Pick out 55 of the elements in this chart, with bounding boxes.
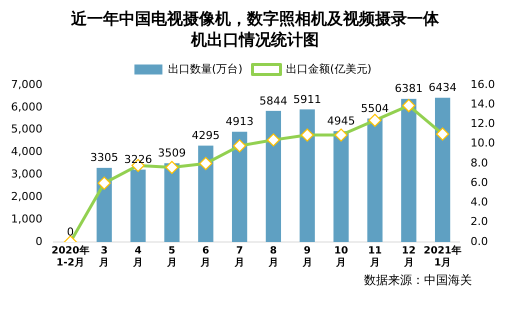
data-label: 4945 — [327, 114, 356, 128]
bar — [198, 146, 214, 242]
bar — [367, 118, 383, 242]
x-tick-label: 10月 — [334, 246, 348, 269]
data-label: 4913 — [226, 115, 254, 128]
x-tick-label: 9月 — [301, 246, 312, 269]
bar — [333, 131, 349, 242]
y-tick-label: 3,000 — [10, 168, 42, 181]
x-tick-label: 5月 — [166, 246, 177, 269]
data-label: 3305 — [90, 151, 118, 164]
y2-tick-label: 0.0 — [470, 234, 488, 248]
bar — [434, 98, 450, 242]
y-tick-label: 0 — [35, 234, 42, 248]
bar — [130, 170, 146, 242]
data-label: 3509 — [158, 146, 186, 160]
source-note: 数据来源：中国海关 — [363, 272, 473, 289]
y2-tick-label: 6.0 — [470, 176, 488, 189]
x-tick-label: 4月 — [132, 246, 144, 269]
y-tick-label: 7,000 — [10, 78, 42, 91]
y2-tick-label: 16.0 — [470, 78, 496, 91]
x-tick-label: 8月 — [267, 246, 278, 269]
x-tick-label: 2020年1-2月 — [51, 244, 90, 269]
data-label: 5844 — [259, 94, 288, 108]
x-tick-label: 6月 — [200, 246, 211, 269]
y2-tick-label: 4.0 — [470, 196, 488, 209]
y-tick-label: 5,000 — [10, 122, 42, 136]
bar — [164, 163, 180, 242]
y-tick-label: 2,000 — [10, 190, 42, 203]
data-label: 4295 — [192, 129, 220, 142]
data-label: 0 — [66, 225, 74, 238]
data-label: 5911 — [293, 92, 322, 106]
y-tick-label: 1,000 — [10, 212, 42, 226]
x-tick-label: 2021年1月 — [424, 244, 462, 269]
bar — [266, 110, 282, 242]
bar — [232, 132, 248, 242]
x-tick-label: 11月 — [368, 246, 382, 269]
bar — [401, 98, 416, 242]
x-tick-label: 3月 — [98, 246, 110, 269]
y2-tick-label: 2.0 — [470, 215, 488, 228]
y2-tick-label: 12.0 — [470, 117, 496, 130]
legend-label: 出口数量(万台) — [168, 62, 243, 76]
y2-tick-label: 8.0 — [470, 156, 488, 170]
y-tick-label: 4,000 — [10, 145, 42, 158]
chart-title: 近一年中国电视摄像机，数字照相机及视频摄录一体机出口情况统计图 — [70, 8, 440, 50]
data-label: 5504 — [360, 102, 389, 115]
x-tick-label: 7月 — [234, 246, 245, 269]
y2-tick-label: 10.0 — [470, 136, 496, 150]
x-tick-label: 12月 — [402, 246, 416, 269]
data-label: 6381 — [394, 82, 423, 96]
data-label: 3226 — [124, 153, 152, 166]
y-tick-label: 6,000 — [10, 100, 42, 114]
y2-tick-label: 14.0 — [470, 97, 496, 110]
data-label: 6434 — [428, 81, 457, 94]
legend-label: 出口金额(亿美元) — [286, 62, 372, 76]
bar — [300, 109, 315, 242]
